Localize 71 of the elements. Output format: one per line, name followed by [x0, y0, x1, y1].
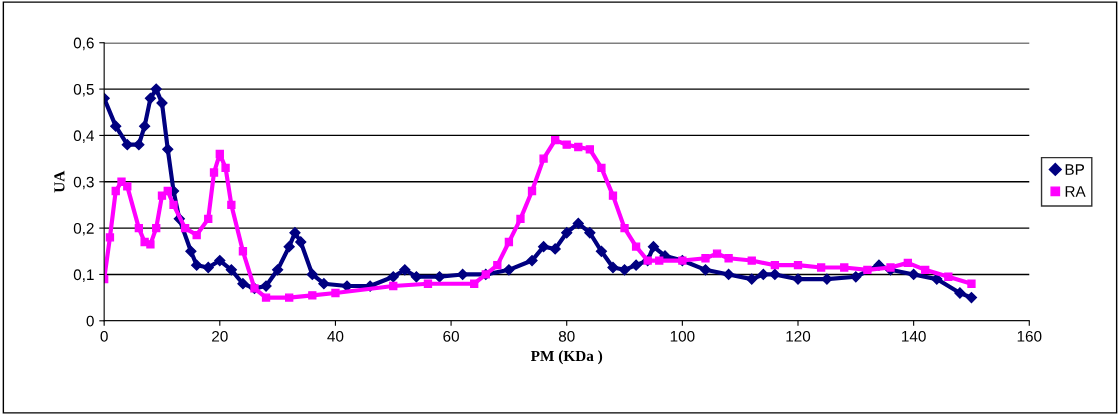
point: [597, 163, 606, 173]
point: [840, 263, 849, 272]
point: [423, 279, 433, 288]
point: [701, 254, 710, 263]
x-tick-label: 140: [902, 330, 926, 342]
x-tick-label: 40: [327, 330, 344, 342]
y-tick-label: 0,1: [73, 269, 94, 282]
point: [204, 214, 213, 224]
point: [493, 261, 502, 270]
x-tick-label: 160: [1017, 330, 1042, 342]
point: [238, 247, 248, 256]
legend-label: RA: [1065, 186, 1086, 197]
point: [608, 191, 618, 200]
point: [152, 223, 161, 233]
x-tick-label: 80: [558, 330, 575, 342]
point: [562, 140, 571, 149]
point: [724, 254, 733, 263]
point: [180, 223, 190, 233]
y-tick-label: 0,5: [73, 83, 94, 97]
point: [209, 168, 219, 177]
point: [105, 233, 115, 242]
point: [770, 261, 780, 270]
point: [261, 293, 271, 302]
point: [227, 200, 236, 210]
point: [585, 145, 595, 154]
point: [620, 223, 629, 233]
point: [747, 256, 756, 265]
point: [163, 186, 172, 196]
x-axis-title: PM (KDa ): [530, 350, 603, 365]
point: [123, 182, 132, 191]
x-tick-label: 100: [670, 330, 695, 342]
point: [215, 149, 224, 159]
legend-label: BP: [1065, 164, 1085, 175]
x-tick-label: 60: [443, 330, 459, 342]
point: [504, 237, 514, 247]
point: [470, 279, 479, 288]
point: [527, 186, 537, 196]
point: [331, 288, 340, 298]
point: [221, 163, 230, 173]
y-axis-title: UA: [54, 170, 65, 193]
y-tick-label: 0: [86, 315, 94, 327]
point: [308, 291, 317, 300]
point: [863, 265, 872, 274]
point: [134, 223, 144, 233]
y-tick-label: 0,4: [73, 130, 94, 143]
point: [516, 214, 525, 224]
point: [169, 200, 178, 210]
point: [886, 263, 895, 272]
point: [111, 186, 120, 196]
x-tick-label: 120: [786, 330, 811, 342]
point: [192, 230, 201, 240]
point: [550, 135, 560, 145]
point: [712, 249, 722, 258]
y-tick-label: 0,3: [73, 176, 94, 190]
point: [944, 272, 953, 281]
point: [539, 154, 548, 163]
x-tick-label: 0: [100, 330, 108, 342]
point: [574, 142, 583, 152]
point: [793, 261, 803, 270]
point: [389, 281, 398, 291]
point: [921, 265, 930, 274]
point: [816, 263, 826, 272]
point: [631, 242, 641, 251]
point: [146, 240, 155, 249]
point: [967, 279, 976, 288]
point: [655, 256, 664, 265]
point: [903, 258, 913, 268]
y-tick-label: 0,2: [73, 222, 94, 236]
y-tick-label: 0,6: [73, 37, 94, 51]
x-tick-label: 20: [212, 330, 228, 342]
point: [285, 293, 294, 302]
